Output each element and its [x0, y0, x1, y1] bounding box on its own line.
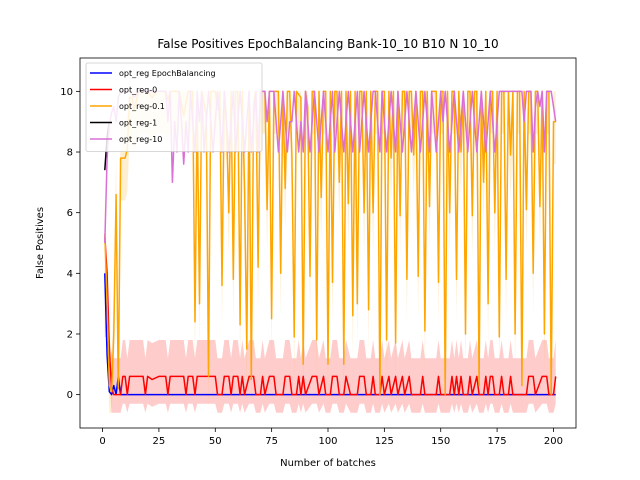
legend-label: opt_reg-0.1: [119, 102, 165, 111]
x-tick-label: 125: [375, 436, 394, 447]
y-axis: 0 2 4 6 8 10: [60, 87, 80, 401]
y-tick-label: 0: [67, 390, 73, 401]
x-tick-label: 175: [488, 436, 507, 447]
x-tick-label: 25: [153, 436, 166, 447]
legend-label: opt_reg-10: [119, 135, 162, 144]
x-axis: 0 25 50 75 100 125 150 175 200: [99, 428, 563, 447]
legend-label: opt_reg EpochBalancing: [119, 69, 216, 78]
series-line-opt-reg-0-1: [104, 90, 556, 396]
x-tick-label: 50: [209, 436, 222, 447]
legend-label: opt_reg-0: [119, 86, 157, 95]
y-tick-label: 2: [67, 329, 73, 340]
chart-title: False Positives EpochBalancing Bank-10_1…: [157, 37, 498, 51]
legend: opt_reg EpochBalancing opt_reg-0 opt_reg-0…: [85, 62, 263, 152]
series-line-opt-reg-0: [104, 236, 557, 396]
x-tick-label: 0: [99, 436, 105, 447]
legend-box: [85, 62, 263, 152]
y-tick-label: 8: [67, 148, 73, 159]
series-line-opt-reg-epochbalancing: [104, 273, 556, 396]
opt-reg-0-band: [104, 264, 556, 413]
x-tick-label: 200: [544, 436, 563, 447]
y-axis-label: False Positives: [35, 207, 46, 279]
x-axis-label: Number of batches: [280, 458, 376, 469]
x-tick-label: 75: [265, 436, 278, 447]
x-tick-label: 150: [431, 436, 450, 447]
y-tick-label: 6: [67, 208, 73, 219]
y-tick-label: 10: [60, 87, 73, 98]
y-tick-label: 4: [67, 269, 73, 280]
legend-label: opt_reg-1: [119, 119, 157, 128]
x-tick-label: 100: [318, 436, 337, 447]
